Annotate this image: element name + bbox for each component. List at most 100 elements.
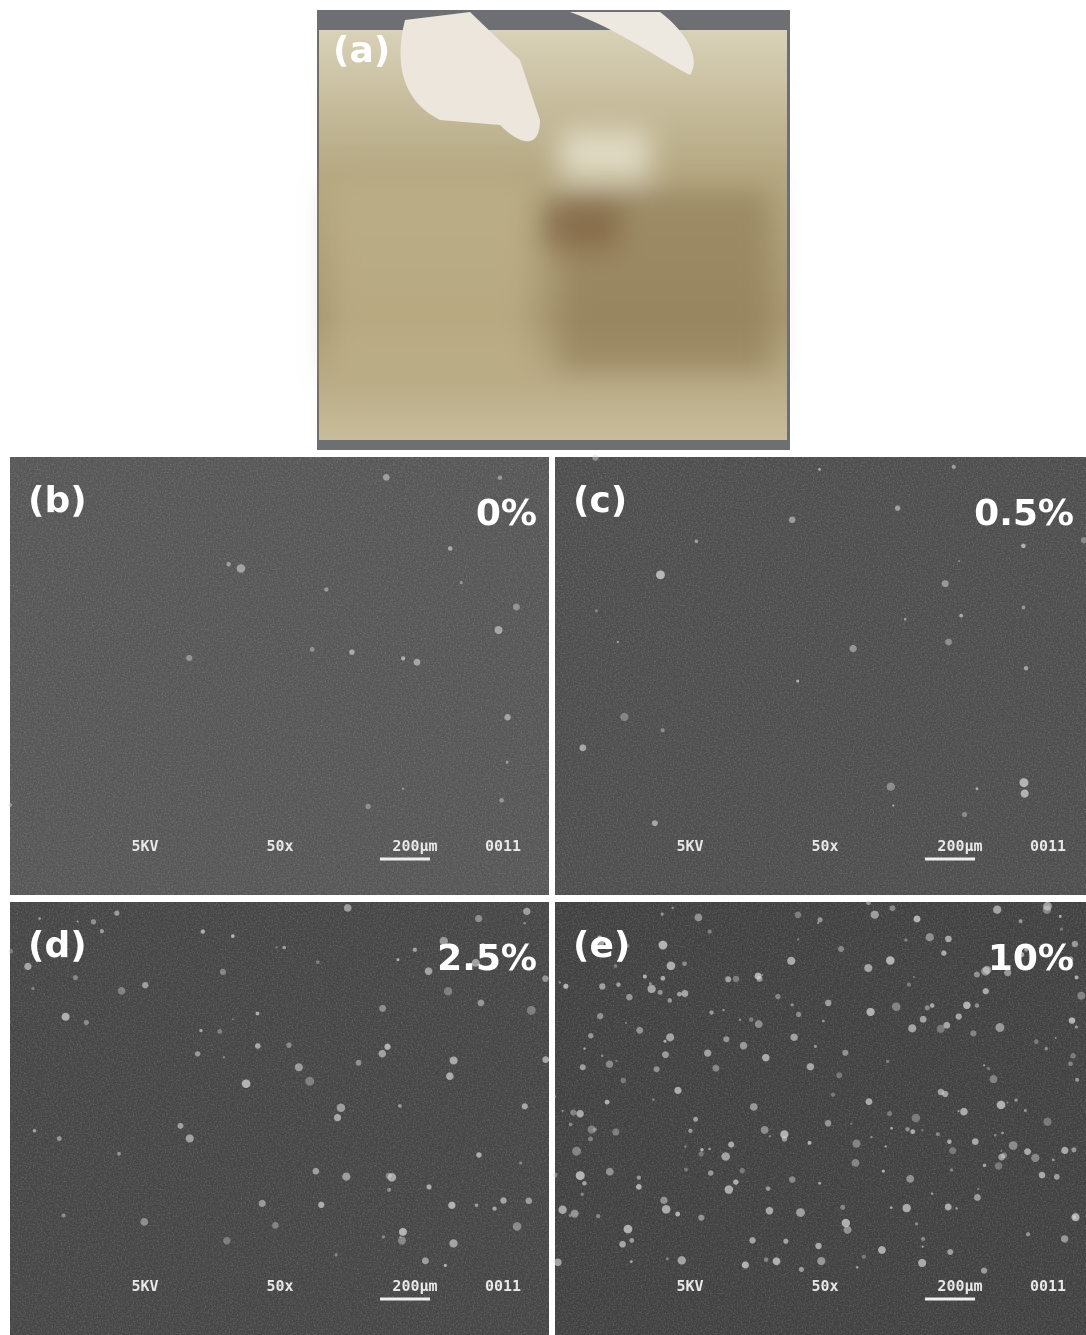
- particle: [945, 936, 952, 943]
- particle: [920, 1016, 927, 1023]
- particle: [990, 1075, 998, 1083]
- particle: [398, 1104, 402, 1108]
- particle: [921, 1237, 925, 1241]
- particle: [118, 987, 126, 995]
- particle: [695, 539, 698, 542]
- particle: [740, 1168, 745, 1173]
- particle: [667, 961, 676, 970]
- particle: [606, 1168, 614, 1176]
- particle: [571, 1210, 579, 1218]
- particle: [444, 987, 452, 995]
- particle: [930, 1003, 934, 1007]
- particle: [422, 1257, 429, 1264]
- particle: [386, 1173, 392, 1179]
- particle: [232, 1018, 234, 1020]
- particle: [674, 1087, 681, 1094]
- particle: [983, 1164, 987, 1168]
- particle: [495, 626, 503, 634]
- sem-texture: [10, 457, 549, 895]
- particle: [995, 1162, 1003, 1170]
- particle: [938, 1089, 944, 1095]
- particle: [177, 1123, 183, 1129]
- particle: [958, 560, 960, 562]
- particle: [977, 1188, 979, 1190]
- particle: [892, 804, 894, 806]
- concentration-label: 0%: [476, 493, 537, 534]
- particle: [708, 1170, 713, 1175]
- concentration-label: 0.5%: [974, 493, 1074, 534]
- particle: [822, 1020, 825, 1023]
- sem-image-number: 0011: [1030, 837, 1066, 855]
- particle: [615, 1060, 618, 1063]
- particle: [592, 454, 598, 460]
- particle: [956, 1013, 962, 1019]
- particle: [580, 1193, 583, 1196]
- particle: [963, 1001, 971, 1009]
- particle: [588, 1033, 593, 1038]
- particle: [256, 1012, 260, 1016]
- particle: [668, 998, 672, 1002]
- particle: [654, 1066, 660, 1072]
- particle: [721, 1152, 730, 1161]
- particle: [761, 974, 763, 976]
- panel-label: (b): [28, 480, 87, 521]
- panel-label: (a): [333, 30, 390, 71]
- particle: [1059, 915, 1062, 918]
- particle: [383, 474, 390, 481]
- particle: [344, 904, 352, 912]
- particle: [904, 618, 907, 621]
- particle: [677, 992, 682, 997]
- particle: [684, 1168, 688, 1172]
- particle: [976, 787, 979, 790]
- particle: [725, 976, 731, 982]
- particle: [749, 1017, 754, 1022]
- particle: [242, 1079, 251, 1088]
- particle: [446, 1072, 454, 1080]
- particle: [913, 976, 915, 978]
- particle: [513, 1222, 522, 1231]
- particle: [316, 961, 319, 964]
- particle: [1077, 992, 1085, 1000]
- particle: [878, 1246, 886, 1254]
- particle: [616, 982, 621, 987]
- particle: [478, 1000, 485, 1007]
- particle: [334, 1114, 341, 1121]
- particle: [808, 1141, 812, 1145]
- particle: [836, 1072, 842, 1078]
- particle: [661, 913, 664, 916]
- particle: [612, 1128, 619, 1135]
- particle: [1022, 606, 1026, 610]
- particle: [885, 1145, 887, 1147]
- particle: [914, 915, 921, 922]
- panel-label: (c): [573, 480, 627, 521]
- particle: [91, 919, 96, 924]
- particle: [814, 1045, 817, 1048]
- particle: [513, 603, 520, 610]
- sem-voltage: 5KV: [676, 1277, 703, 1295]
- particle: [892, 1002, 901, 1011]
- sem-scale: 200µm: [937, 837, 982, 855]
- particle: [448, 546, 453, 551]
- particle: [817, 922, 819, 924]
- particle: [672, 907, 674, 909]
- particle: [223, 1237, 231, 1245]
- particle: [902, 1204, 910, 1212]
- particle: [8, 949, 13, 954]
- sem-voltage: 5KV: [131, 837, 158, 855]
- sem-image-number: 0011: [485, 1277, 521, 1295]
- particle: [499, 798, 504, 803]
- particle: [619, 1241, 626, 1248]
- particle: [498, 475, 503, 480]
- particle: [733, 1179, 738, 1184]
- particle: [384, 1044, 390, 1050]
- particle: [817, 1257, 825, 1265]
- particle: [1039, 1172, 1046, 1179]
- particle: [562, 1110, 564, 1112]
- particle: [700, 1148, 703, 1151]
- particle: [1075, 1078, 1079, 1082]
- particle: [558, 1206, 566, 1214]
- particle: [201, 929, 205, 933]
- particle: [709, 1010, 713, 1014]
- particle: [766, 1207, 774, 1215]
- particle: [755, 1020, 763, 1028]
